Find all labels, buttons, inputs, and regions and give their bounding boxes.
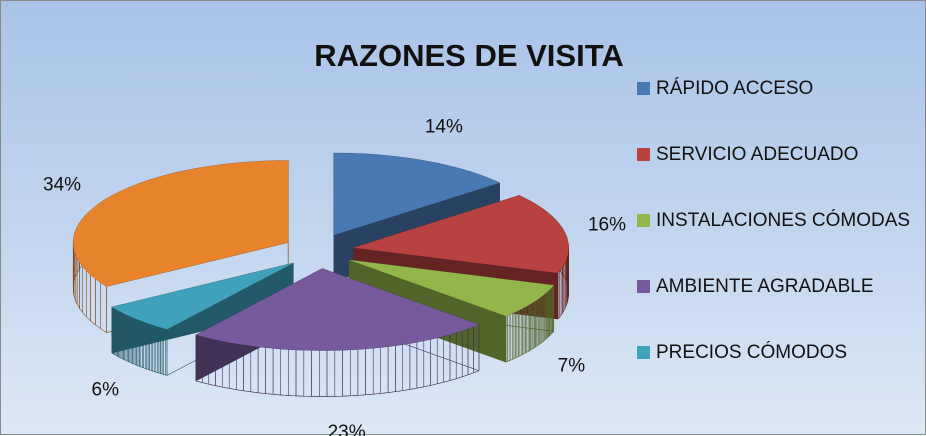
slice <box>349 259 554 317</box>
legend-label: AMBIENTE AGRADABLE <box>656 276 874 297</box>
legend-item: AMBIENTE AGRADABLE <box>637 271 916 302</box>
legend-label: INSTALACIONES CÓMODAS <box>656 210 911 231</box>
legend-swatch <box>637 82 650 95</box>
data-label: 7% <box>558 355 586 376</box>
legend-item: RÁPIDO ACCESO <box>637 73 916 104</box>
slice <box>73 160 289 287</box>
data-label: 6% <box>92 379 120 400</box>
data-label: 16% <box>588 214 626 235</box>
slice-side <box>111 262 294 376</box>
legend-label: PRECIOS CÓMODOS <box>656 342 848 363</box>
legend-item: PRECIOS CÓMODOS <box>637 337 916 368</box>
chart-title: RAZONES DE VISITA <box>314 38 623 73</box>
data-label: 14% <box>425 117 463 138</box>
slice <box>333 153 500 236</box>
data-label: 23% <box>328 422 366 436</box>
legend-item: INSTALACIONES CÓMODAS <box>637 205 916 236</box>
legend-swatch <box>637 214 650 227</box>
slice <box>195 268 480 351</box>
legend-swatch <box>637 346 650 359</box>
legend-label: SERVICIO ADECUADO <box>656 144 859 165</box>
slice <box>353 195 569 274</box>
slice <box>111 263 294 330</box>
data-label: 34% <box>43 174 81 195</box>
legend-label: RÁPIDO ACCESO <box>656 78 814 99</box>
legend-swatch <box>637 148 650 161</box>
legend-swatch <box>637 280 650 293</box>
legend-item: SERVICIO ADECUADO <box>637 139 916 170</box>
